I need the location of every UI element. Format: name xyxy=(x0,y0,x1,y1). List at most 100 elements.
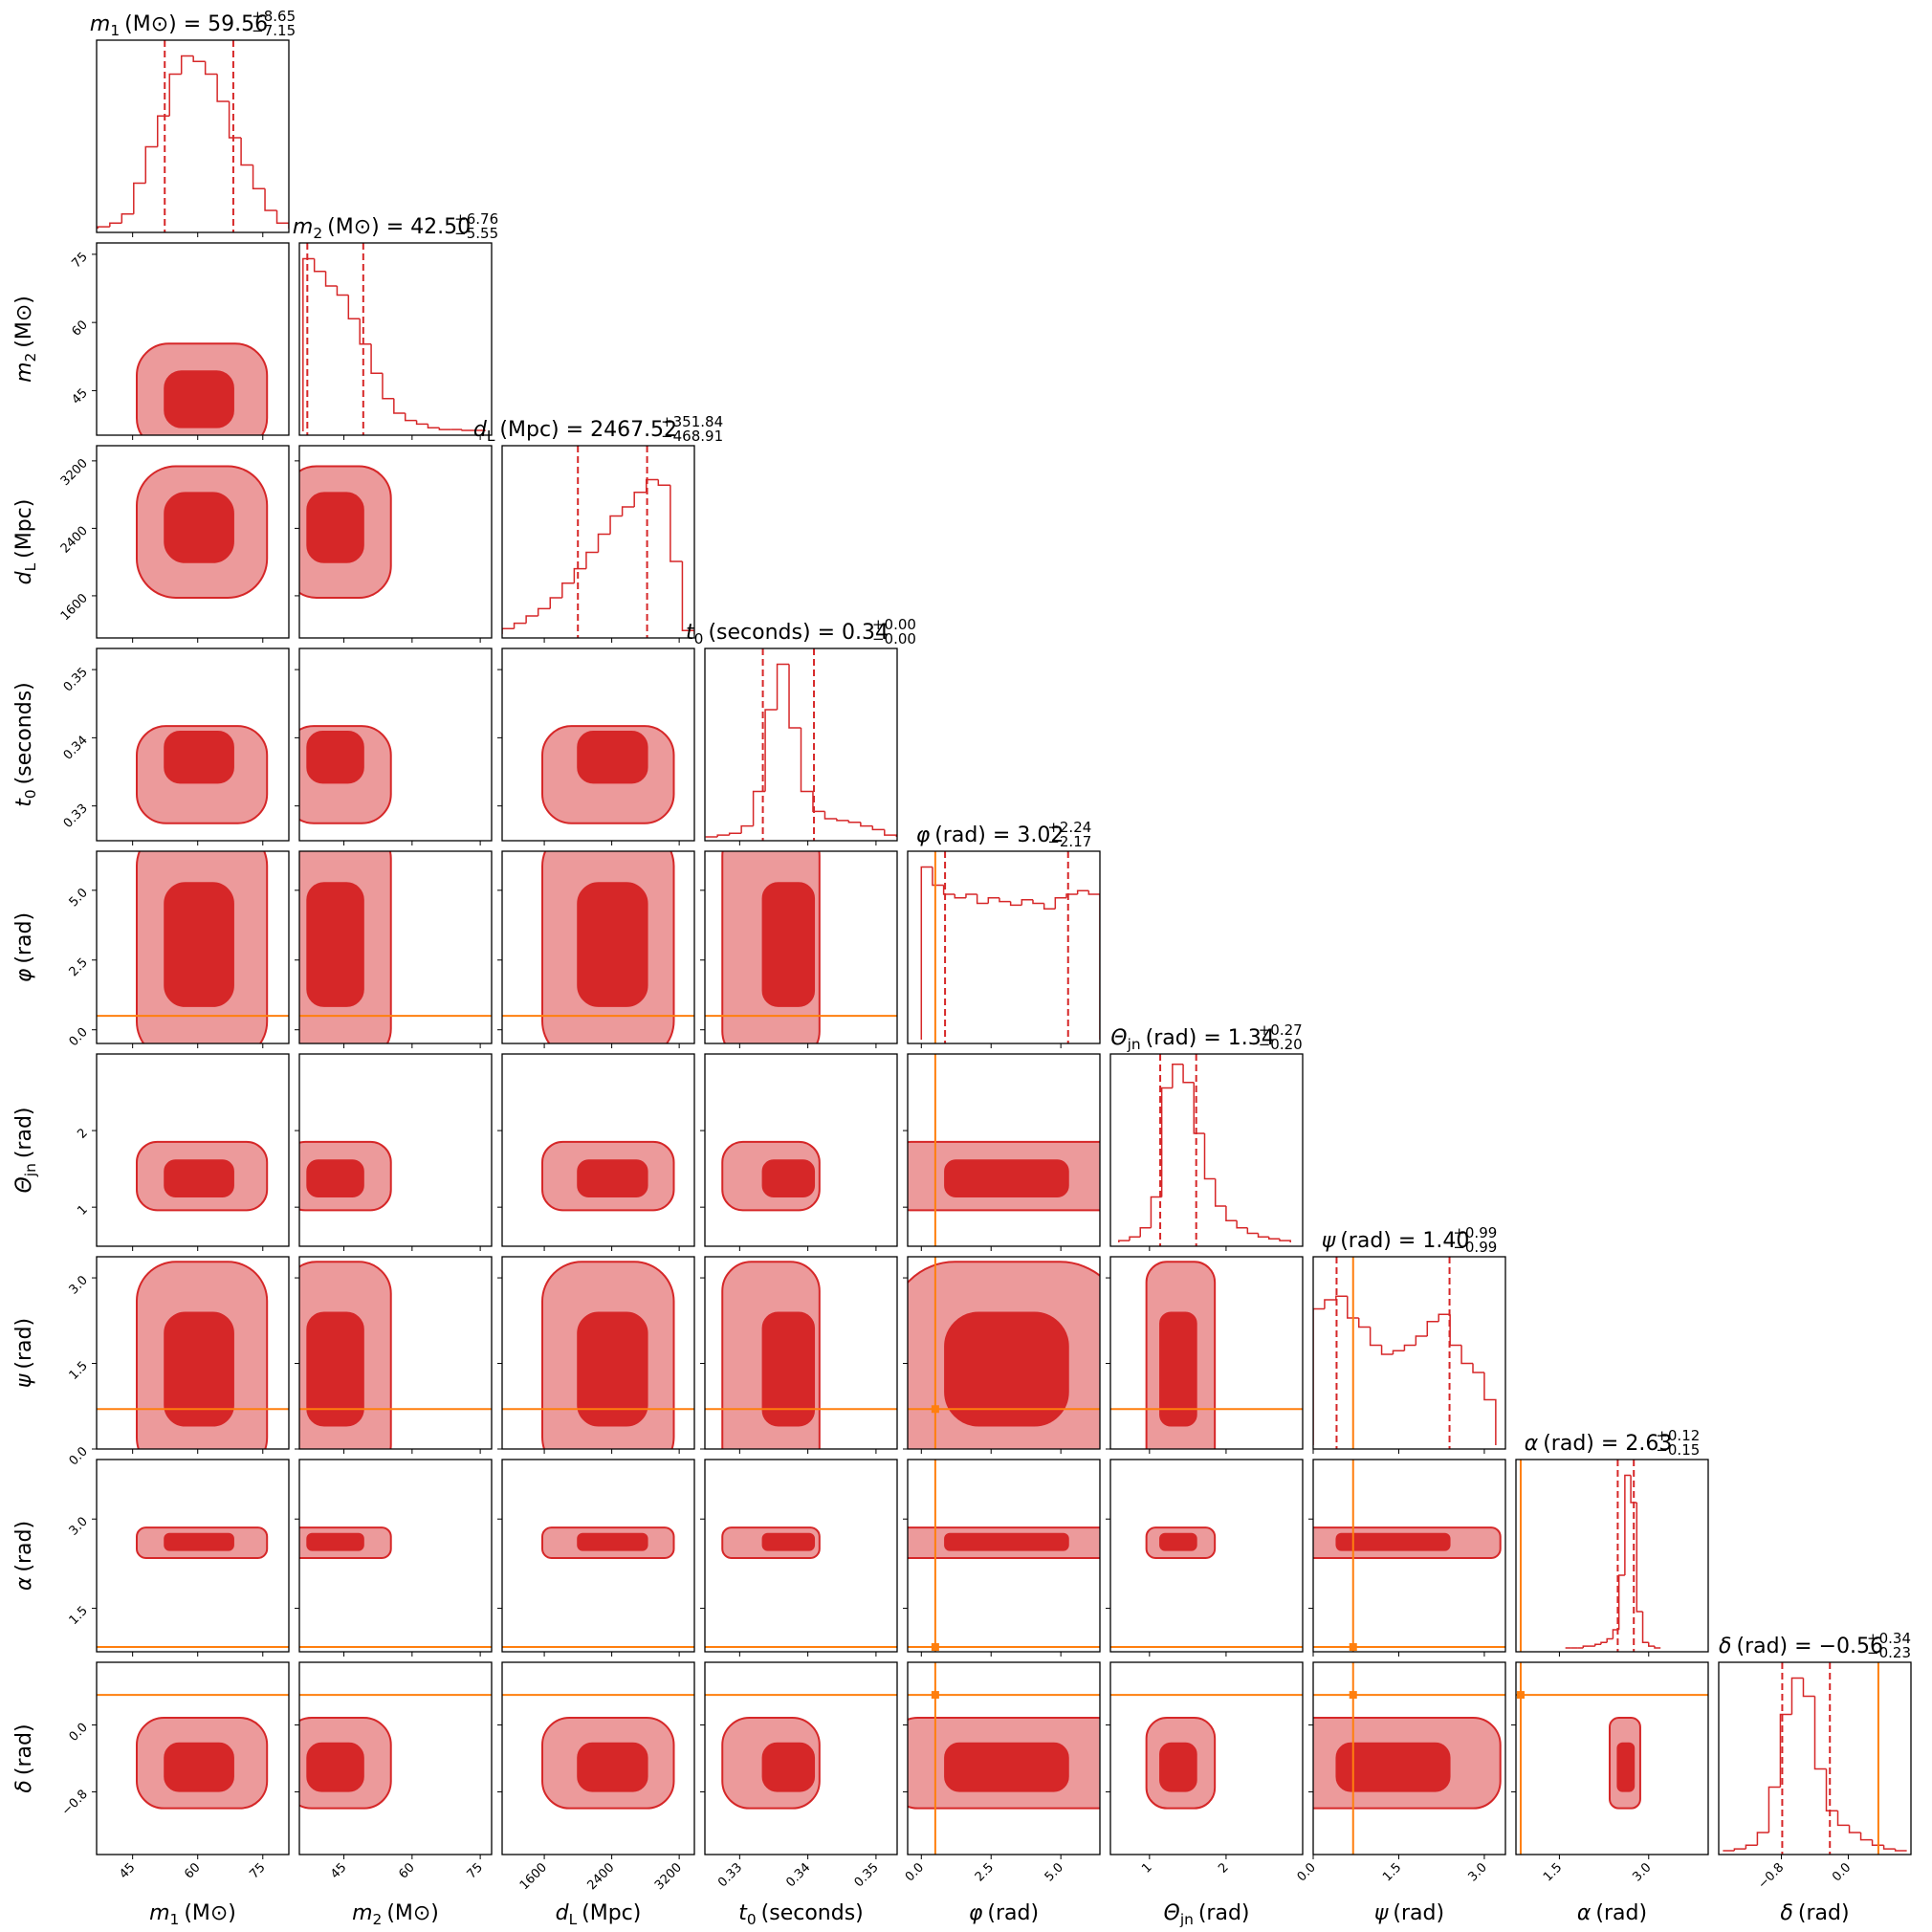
y-tick-label: 2 xyxy=(75,1126,90,1141)
unit: (M⊙) xyxy=(184,1901,236,1925)
hist-bin xyxy=(264,188,277,211)
hist-bin xyxy=(1236,1220,1248,1229)
truth-point xyxy=(931,1405,939,1414)
title-sep: = xyxy=(993,823,1010,847)
hist-bin xyxy=(860,822,873,827)
unit: (M⊙) xyxy=(386,1901,439,1925)
hist-bin xyxy=(121,213,134,224)
hist-bin xyxy=(549,597,562,609)
hist-bin xyxy=(987,897,999,904)
title-minus: −0.20 xyxy=(1259,1036,1303,1053)
hist-bin xyxy=(932,867,944,887)
x-axis-label: dL (Mpc) xyxy=(556,1901,642,1928)
contour-inner xyxy=(1159,1311,1197,1427)
hist-bin xyxy=(1139,1227,1152,1238)
panel xyxy=(705,1694,897,1810)
hist-bin xyxy=(942,885,955,895)
y-tick-label: 45 xyxy=(70,386,91,407)
unit: (rad) xyxy=(1393,1901,1444,1925)
contour-inner xyxy=(577,730,648,784)
truth-point xyxy=(1516,1691,1525,1700)
hist-bin xyxy=(1324,1299,1336,1309)
hist-bin xyxy=(1380,1345,1394,1355)
hist-bin xyxy=(1150,1196,1162,1228)
hist-bin xyxy=(1009,901,1022,907)
panel xyxy=(705,1261,897,1449)
hist-bin xyxy=(740,824,754,834)
panel xyxy=(908,1054,1100,1246)
hist-bin xyxy=(1871,1839,1884,1847)
unit: (rad) xyxy=(12,1107,36,1158)
hist-bin xyxy=(1203,1133,1216,1180)
unit: (rad) xyxy=(1340,1229,1392,1253)
contour-inner xyxy=(306,1159,364,1197)
title-minus: −5.55 xyxy=(454,225,498,242)
panel-title: t0 (seconds) = 0.34 xyxy=(686,621,889,648)
y-axis-label: ψ (rad) xyxy=(12,1318,36,1388)
contour-inner xyxy=(761,1742,816,1792)
panel-frame xyxy=(1718,1661,1912,1855)
x-axis-label: Θjn (rad) xyxy=(1163,1901,1249,1928)
hist-bin xyxy=(999,897,1011,903)
panel-frame xyxy=(704,1661,898,1855)
hist-bin xyxy=(1347,1296,1359,1319)
hist-bin xyxy=(1054,897,1066,910)
panel-frame xyxy=(907,1053,1101,1247)
hist-bin xyxy=(336,286,349,296)
panel-frame xyxy=(501,1459,695,1653)
hist-bin xyxy=(847,820,861,823)
hist-bin xyxy=(609,515,623,535)
subscript: 0 xyxy=(694,630,704,648)
symbol: α xyxy=(1525,1432,1539,1456)
hist-bin xyxy=(144,145,158,184)
hist-bin xyxy=(472,429,486,431)
hist-bin xyxy=(382,373,394,400)
hist-bin xyxy=(1043,903,1056,910)
symbol: δ xyxy=(12,1780,36,1792)
title-sep: = xyxy=(818,621,835,645)
hist-bin xyxy=(1617,1574,1625,1630)
hist-bin xyxy=(1225,1206,1238,1221)
hist-bin xyxy=(97,226,110,229)
hist-bin xyxy=(1813,1696,1827,1770)
hist-bin xyxy=(1600,1641,1608,1645)
title-plus: +0.12 xyxy=(1656,1427,1700,1444)
hist-bin xyxy=(1654,1646,1661,1649)
hist-bin xyxy=(1392,1350,1405,1354)
hist-bin xyxy=(537,607,551,616)
hist-bin xyxy=(1257,1233,1269,1239)
x-axis-label: δ (rad) xyxy=(1780,1901,1849,1925)
x-tick-label: 0.35 xyxy=(852,1860,882,1890)
panel-frame xyxy=(1109,1053,1304,1247)
symbol: d xyxy=(556,1901,570,1925)
hist-bin xyxy=(1733,1848,1746,1851)
x-tick-label: 5.0 xyxy=(1043,1860,1066,1884)
hist-bin xyxy=(1160,1087,1173,1197)
hist-bin xyxy=(1118,1240,1131,1242)
subscript: 1 xyxy=(170,1911,180,1928)
unit: (rad) xyxy=(1798,1901,1850,1925)
hist-bin xyxy=(954,894,966,899)
x-tick-label: 1.5 xyxy=(1380,1860,1404,1884)
y-tick-label: 0.33 xyxy=(61,801,91,831)
subscript: 0 xyxy=(747,1911,757,1928)
x-tick-label: 0.34 xyxy=(783,1860,813,1890)
symbol: Θ xyxy=(1110,1026,1127,1050)
subscript: jn xyxy=(1127,1036,1141,1053)
unit: (rad) xyxy=(987,1901,1039,1925)
panel-title: dL (Mpc) = 2467.52 xyxy=(473,418,677,445)
hist-bin xyxy=(156,115,170,147)
panel xyxy=(1313,1662,1505,1855)
panel xyxy=(1110,1261,1303,1449)
hist-bin xyxy=(109,222,122,228)
title-sep: = xyxy=(1203,1026,1220,1050)
hist-bin xyxy=(788,664,801,729)
unit: (rad) xyxy=(1595,1901,1647,1925)
panel-title: m2 (M⊙) = 42.50 xyxy=(293,215,471,242)
title-plus: +0.99 xyxy=(1453,1224,1497,1241)
y-tick-label: 0.0 xyxy=(67,1025,91,1049)
unit: (rad) xyxy=(12,912,36,964)
x-tick-label: 0.0 xyxy=(903,1860,927,1884)
panel xyxy=(502,1694,694,1810)
hist-bin xyxy=(1802,1678,1815,1698)
